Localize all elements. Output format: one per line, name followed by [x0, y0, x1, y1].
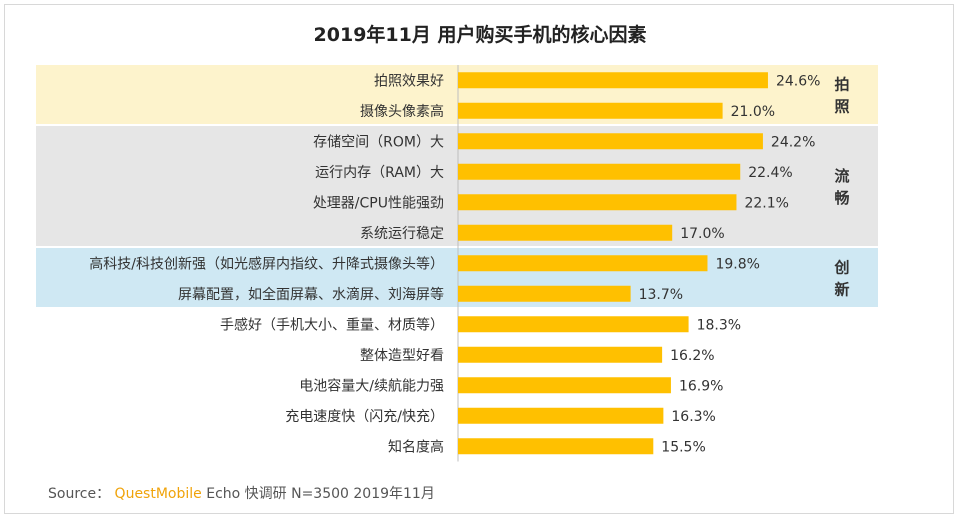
- category-label: 知名度高: [388, 438, 444, 455]
- category-label: 系统运行稳定: [360, 226, 444, 242]
- value-label: 17.0%: [680, 226, 724, 242]
- value-label: 22.4%: [748, 165, 792, 181]
- source-note: Source： QuestMobile Echo 快调研 N=3500 2019…: [48, 483, 435, 503]
- category-label: 电池容量大/续航能力强: [299, 377, 444, 394]
- bar: [458, 255, 708, 272]
- category-label: 存储空间（ROM）大: [313, 134, 444, 150]
- value-label: 16.2%: [670, 348, 714, 364]
- bar: [458, 377, 671, 394]
- group-label: 流畅: [834, 167, 849, 207]
- value-label: 13.7%: [639, 287, 683, 303]
- value-label: 16.3%: [671, 409, 715, 425]
- bar: [458, 194, 737, 211]
- value-label: 24.2%: [771, 134, 815, 150]
- bar: [458, 224, 673, 241]
- group-band: [36, 248, 878, 307]
- category-label: 屏幕配置，如全面屏幕、水滴屏、刘海屏等: [178, 286, 444, 303]
- chart-frame: [4, 4, 954, 514]
- value-label: 19.8%: [715, 256, 759, 272]
- category-label: 手感好（手机大小、重量、材质等）: [220, 316, 444, 333]
- group-label: 创新: [833, 259, 849, 299]
- source-rest: Echo 快调研 N=3500 2019年11月: [206, 486, 435, 502]
- category-label: 处理器/CPU性能强劲: [313, 195, 444, 211]
- category-label: 整体造型好看: [360, 348, 444, 364]
- category-label: 运行内存（RAM）大: [315, 165, 444, 181]
- bar: [458, 407, 664, 424]
- value-label: 15.5%: [661, 439, 705, 455]
- bar: [458, 346, 663, 363]
- value-label: 24.6%: [776, 73, 820, 89]
- chart-title: 2019年11月 用户购买手机的核心因素: [313, 24, 647, 46]
- value-label: 16.9%: [679, 378, 723, 394]
- bar: [458, 285, 631, 302]
- bar: [458, 72, 768, 89]
- value-label: 18.3%: [697, 317, 741, 333]
- bar: [458, 438, 654, 455]
- category-label: 高科技/科技创新强（如光感屏内指纹、升降式摄像头等）: [89, 255, 444, 272]
- bar: [458, 133, 763, 150]
- bar: [458, 316, 689, 333]
- group-label: 拍照: [834, 76, 849, 116]
- bar: [458, 102, 723, 119]
- source-brand: QuestMobile: [114, 486, 202, 502]
- category-label: 充电速度快（闪充/快充）: [285, 409, 444, 425]
- category-label: 拍照效果好: [374, 73, 444, 89]
- bar: [458, 163, 741, 180]
- value-label: 22.1%: [744, 195, 788, 211]
- value-label: 21.0%: [731, 104, 775, 120]
- category-label: 摄像头像素高: [360, 103, 444, 120]
- source-prefix: Source：: [48, 486, 111, 502]
